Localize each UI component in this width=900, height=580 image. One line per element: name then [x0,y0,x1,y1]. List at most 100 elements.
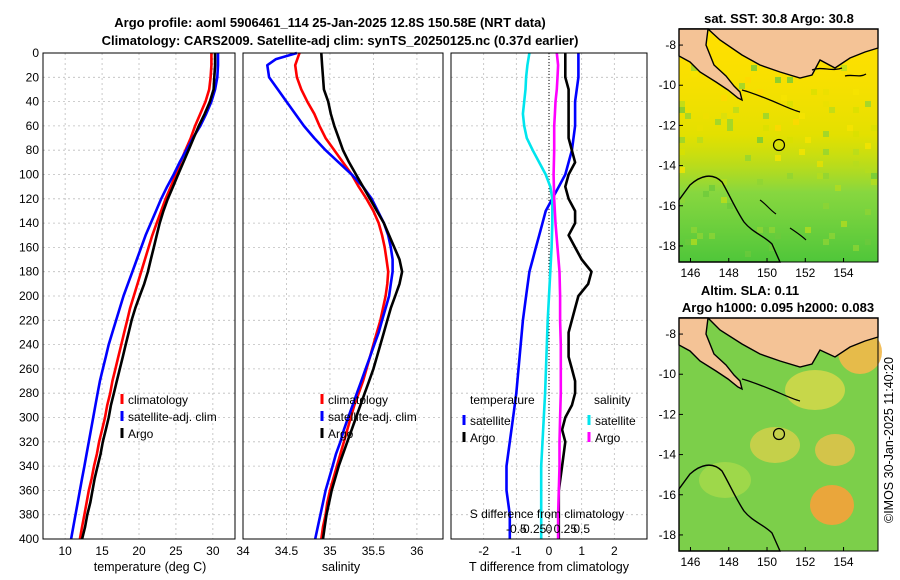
y-tick-label: 120 [19,192,39,206]
map-y-tick-label: -14 [659,448,677,462]
sst-pixel [679,137,685,143]
difference-xlabel: T difference from climatology [469,560,630,574]
map-y-tick-label: -12 [659,407,677,421]
sst-profile-marker [772,138,786,152]
sla-land-png-east [678,317,744,391]
map-x-tick-label: 152 [795,555,815,569]
top-x-tick-label: -0.5 [506,522,527,536]
sla-map-title-1: Altim. SLA: 0.11 [701,283,799,298]
salinity-panel: 34 34.5 35 35.5 36 climatology satellite-adj. … [236,51,444,558]
sst-pixel [787,173,793,179]
sst-pixel [715,119,721,125]
sst-pixel [871,179,877,185]
x-tick-label: 35 [323,544,337,558]
sst-pixel [787,77,793,83]
map-x-tick-label: 148 [719,555,739,569]
temperature-xlabel: temperature (deg C) [94,560,207,574]
sst-pixel [679,197,685,203]
map-y-tick-label: -12 [659,118,677,132]
sst-pixel [691,227,697,233]
sst-pixel [679,149,685,155]
sst-map-ticks: 146 148 150 152 154 -8 -10 -12 -14 -16 -18 [659,38,854,280]
sst-pixel [697,233,703,239]
sla-map [678,317,882,552]
x-tick-label: -2 [478,544,489,558]
sst-pixel [853,161,859,167]
series-line-climatology [293,52,390,540]
sst-pixel [679,101,685,107]
x-tick-label: 36 [410,544,424,558]
sst-map [678,28,879,263]
sst-pixel [697,137,703,143]
sla-coast-australia [678,464,782,552]
sla-map-frame [678,317,879,552]
sla-mid-w [699,462,751,498]
map-y-tick-label: -8 [665,38,676,52]
legend-label: satellite [470,414,511,428]
sst-pixel [721,179,727,185]
sst-reefs-2 [759,199,807,241]
sst-pixel [721,197,727,203]
y-tick-label: 80 [26,143,40,157]
sst-pixel [781,95,787,101]
x-tick-label: 34 [236,544,250,558]
map-x-tick-label: 154 [834,555,854,569]
legend-title-temperature: temperature [470,393,535,407]
sst-pixel [763,125,769,131]
legend-label: climatology [328,393,388,407]
map-x-tick-label: 152 [795,266,815,280]
map-x-tick-label: 150 [757,266,777,280]
title-line-2: Climatology: CARS2009. Satellite-adj cli… [102,33,579,48]
plot-frame [42,52,236,540]
sst-pixel [775,125,781,131]
sst-pixel [691,65,697,71]
series-line-temperature-satellite [505,53,580,539]
top-x-tick-label: 0.25 [554,522,578,536]
y-tick-label: 140 [19,216,39,230]
map-x-tick-label: 154 [834,266,854,280]
plot-frame [450,52,648,540]
sst-pixel [685,113,691,119]
sst-pixel [865,239,871,245]
legend-label: Argo [328,427,354,441]
sst-pixel [865,209,871,215]
x-tick-label: 10 [58,544,72,558]
legend-label: climatology [128,393,188,407]
title-line-1: Argo profile: aoml 5906461_114 25-Jan-20… [114,15,545,30]
sst-pixel [727,125,733,131]
sst-pixel [721,95,727,101]
sla-high-n [785,370,845,410]
sst-pixel [769,227,775,233]
sst-pixel [775,77,781,83]
y-tick-label: 0 [32,46,39,60]
sst-pixel [745,155,751,161]
sst-pixel [853,89,859,95]
sst-pixel [871,125,877,131]
sst-pixel [799,113,805,119]
y-tick-label: 40 [26,95,40,109]
y-tick-label: 220 [19,313,39,327]
sst-pixel [757,137,763,143]
legend-label: Argo [128,427,154,441]
y-tick-label: 240 [19,338,39,352]
series-line-salinity-argo [552,52,563,539]
x-tick-label: 15 [95,544,109,558]
sst-pixel [793,119,799,125]
y-tick-label: 380 [19,508,39,522]
map-x-tick-label: 146 [680,266,700,280]
sst-pixel [841,221,847,227]
y-tick-label: 260 [19,362,39,376]
sla-reef-1 [741,378,801,402]
sst-pixel [763,113,769,119]
x-tick-label: 0 [546,544,553,558]
legend-title-salinity: salinity [594,393,631,407]
series-line-temperature-argo [557,53,593,539]
map-x-tick-label: 146 [680,555,700,569]
sst-pixel [853,245,859,251]
x-tick-label: 35.5 [362,544,386,558]
sst-pixel [703,191,709,197]
sst-pixel [679,167,685,173]
map-y-tick-label: -16 [659,199,677,213]
